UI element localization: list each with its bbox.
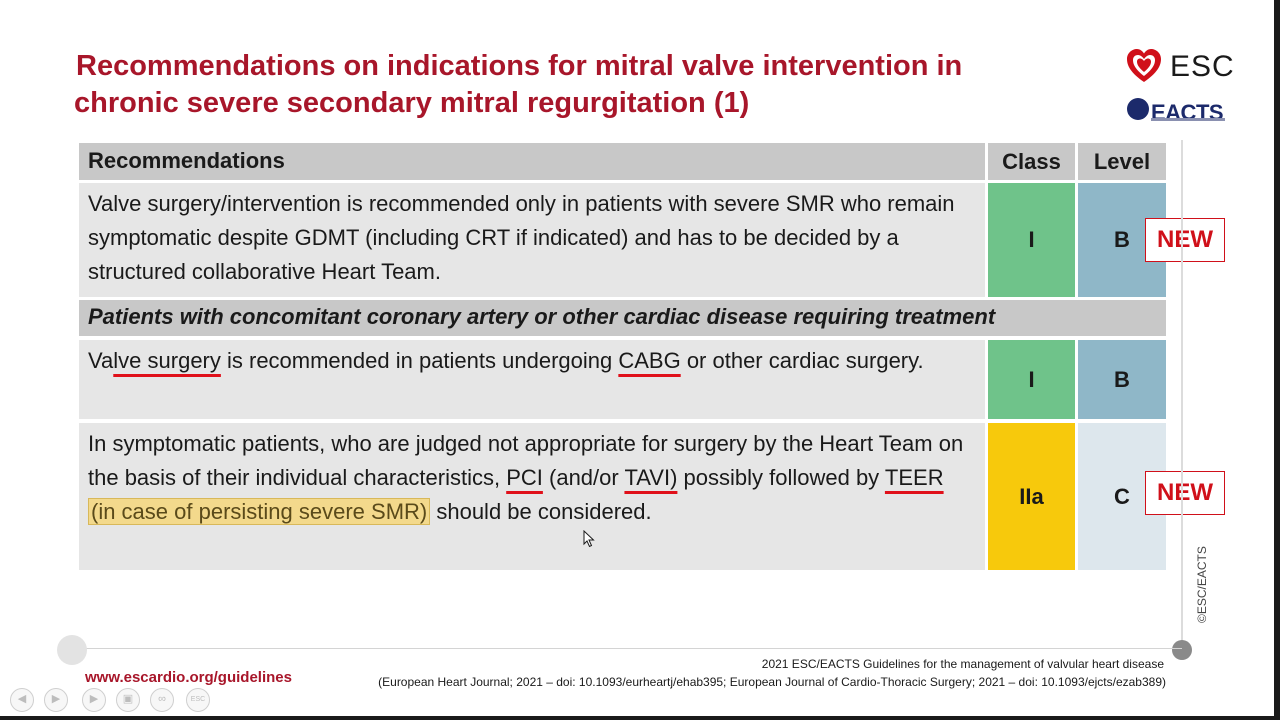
- class-cell: I: [988, 183, 1075, 297]
- header-level: Level: [1078, 143, 1166, 180]
- underline-annotation: PCI: [506, 465, 543, 490]
- section-label: Patients with concomitant coronary arter…: [88, 304, 996, 329]
- eacts-logo-text: EACTS: [1151, 100, 1224, 125]
- citation-line-1: 2021 ESC/EACTS Guidelines for the manage…: [761, 657, 1164, 671]
- table-header-row: Recommendations Class Level: [79, 143, 1166, 180]
- title-line-2: chronic severe secondary mitral regurgit…: [74, 87, 750, 119]
- underline-annotation: lve surgery: [113, 348, 221, 373]
- next-icon[interactable]: ▶: [82, 688, 106, 712]
- level-value: B: [1114, 366, 1130, 392]
- link-icon[interactable]: ∞: [150, 688, 174, 712]
- header-recommendations-label: Recommendations: [88, 148, 285, 173]
- eacts-logo-subtitle-bar: [1151, 118, 1225, 121]
- copyright-text: ©ESC/EACTS: [1195, 546, 1209, 623]
- underline-annotation: CABG: [618, 348, 681, 373]
- title-line-1: Recommendations on indications for mitra…: [76, 50, 963, 82]
- heart-icon: [1127, 49, 1161, 82]
- table-row: In symptomatic patients, who are judged …: [79, 423, 1166, 570]
- class-value: IIa: [1019, 483, 1044, 509]
- play-icon[interactable]: ▶: [44, 688, 68, 712]
- recommendation-text: Valve surgery is recommended in patients…: [88, 348, 924, 373]
- new-badge: NEW: [1145, 471, 1225, 515]
- side-divider: [1181, 140, 1183, 648]
- eacts-logo: EACTS: [1127, 96, 1227, 126]
- level-value: B: [1114, 227, 1130, 252]
- header-class-label: Class: [1002, 148, 1061, 174]
- esc-logo-text: ESC: [1170, 50, 1235, 83]
- class-cell: I: [988, 340, 1075, 419]
- highlight-annotation: (in case of persisting severe SMR): [88, 498, 431, 525]
- side-dot: [1172, 640, 1192, 660]
- underline-annotation: TAVI): [624, 465, 678, 490]
- new-badge: NEW: [1145, 218, 1225, 262]
- guidelines-link[interactable]: www.escardio.org/guidelines: [85, 669, 292, 686]
- table-row: Valve surgery is recommended in patients…: [79, 340, 1166, 419]
- prev-icon[interactable]: ◀: [10, 688, 34, 712]
- footer-divider: [72, 648, 1182, 649]
- recommendation-cell: In symptomatic patients, who are judged …: [79, 423, 985, 570]
- recommendation-text: In symptomatic patients, who are judged …: [88, 431, 964, 525]
- level-cell: B: [1078, 340, 1166, 419]
- globe-icon: [1127, 98, 1149, 120]
- esc-icon[interactable]: ESC: [186, 688, 210, 712]
- citation-line-2: (European Heart Journal; 2021 – doi: 10.…: [378, 675, 1166, 689]
- header-recommendations: Recommendations: [79, 143, 985, 180]
- footer-dot: [57, 635, 87, 665]
- slide-title: Recommendations on indications for mitra…: [74, 48, 1074, 122]
- table-row: Valve surgery/intervention is recommende…: [79, 183, 1166, 297]
- underline-annotation: TEER: [884, 465, 944, 490]
- class-value: I: [1028, 366, 1035, 392]
- recommendation-text: Valve surgery/intervention is recommende…: [88, 191, 955, 284]
- section-row: Patients with concomitant coronary arter…: [79, 300, 1166, 336]
- level-value: C: [1114, 483, 1130, 509]
- class-cell: IIa: [988, 423, 1075, 570]
- recommendation-cell: Valve surgery is recommended in patients…: [79, 340, 985, 419]
- header-level-label: Level: [1093, 148, 1151, 174]
- section-cell: Patients with concomitant coronary arter…: [79, 300, 1166, 336]
- esc-logo: ESC: [1125, 48, 1235, 88]
- class-value: I: [1028, 227, 1035, 252]
- copy-icon[interactable]: ▣: [116, 688, 140, 712]
- recommendation-cell: Valve surgery/intervention is recommende…: [79, 183, 985, 297]
- header-class: Class: [988, 143, 1075, 180]
- mouse-cursor-icon: [583, 530, 595, 548]
